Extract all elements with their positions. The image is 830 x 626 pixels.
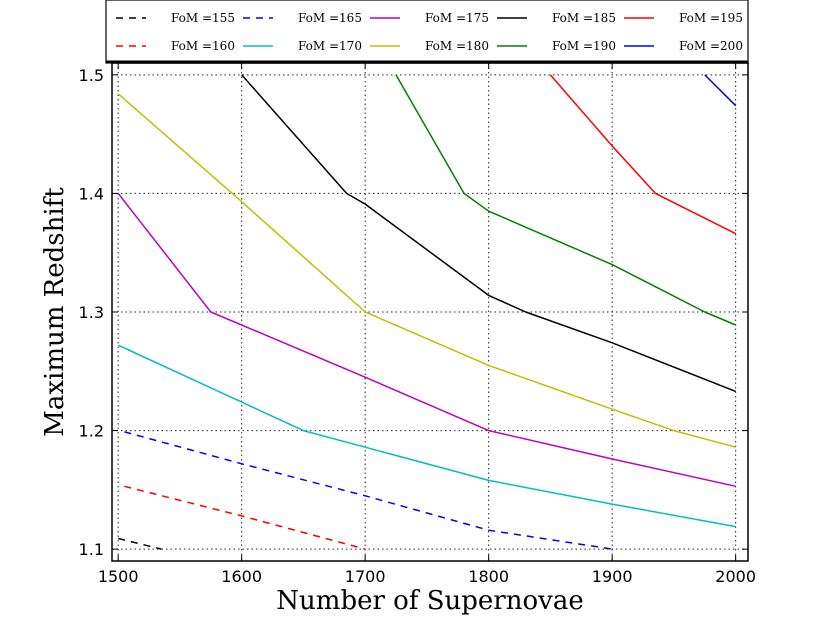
legend-label: FoM =180 xyxy=(425,39,489,53)
x-tick-label: 1600 xyxy=(221,567,262,586)
series-line-200 xyxy=(704,74,737,107)
y-tick-label: 1.2 xyxy=(79,422,104,441)
series-line-160 xyxy=(124,485,366,550)
x-tick-label: 1700 xyxy=(345,567,386,586)
x-tick-label: 1900 xyxy=(592,567,633,586)
legend: FoM =155 FoM =165 FoM =175 FoM =185 FoM =195… xyxy=(105,0,749,64)
x-tick-label: 1500 xyxy=(98,567,139,586)
legend-label: FoM =195 xyxy=(679,11,743,25)
series-line-170 xyxy=(117,344,736,528)
legend-label: FoM =170 xyxy=(298,39,362,53)
y-tick-label: 1.1 xyxy=(79,540,104,559)
legend-label: FoM =160 xyxy=(171,39,235,53)
series-line-180 xyxy=(117,93,736,448)
legend-label: FoM =200 xyxy=(679,39,743,53)
y-tick-label: 1.3 xyxy=(79,303,104,322)
axis-ticks: 1500 1600 1700 1800 1900 2000 1.1 1.2 1.3 1.4 1.5 xyxy=(79,63,756,586)
y-axis-title: Maximum Redshift xyxy=(40,187,70,437)
legend-box xyxy=(105,0,749,64)
y-tick-label: 1.4 xyxy=(79,184,104,203)
series-line-185 xyxy=(241,74,736,393)
legend-label: FoM =185 xyxy=(552,11,616,25)
legend-label: FoM =175 xyxy=(425,11,489,25)
grid xyxy=(112,63,748,561)
x-tick-label: 1800 xyxy=(468,567,509,586)
series-line-175 xyxy=(117,192,736,488)
series-line-165 xyxy=(124,431,613,550)
series-line-155 xyxy=(118,537,162,550)
x-tick-label: 2000 xyxy=(715,567,756,586)
series-line-190 xyxy=(395,74,736,326)
series-lines xyxy=(117,74,737,550)
y-tick-label: 1.5 xyxy=(79,66,104,85)
legend-label: FoM =190 xyxy=(552,39,616,53)
legend-label: FoM =165 xyxy=(298,11,362,25)
series-line-195 xyxy=(549,74,737,235)
legend-label: FoM =155 xyxy=(171,11,235,25)
x-axis-title: Number of Supernovae xyxy=(276,586,583,616)
